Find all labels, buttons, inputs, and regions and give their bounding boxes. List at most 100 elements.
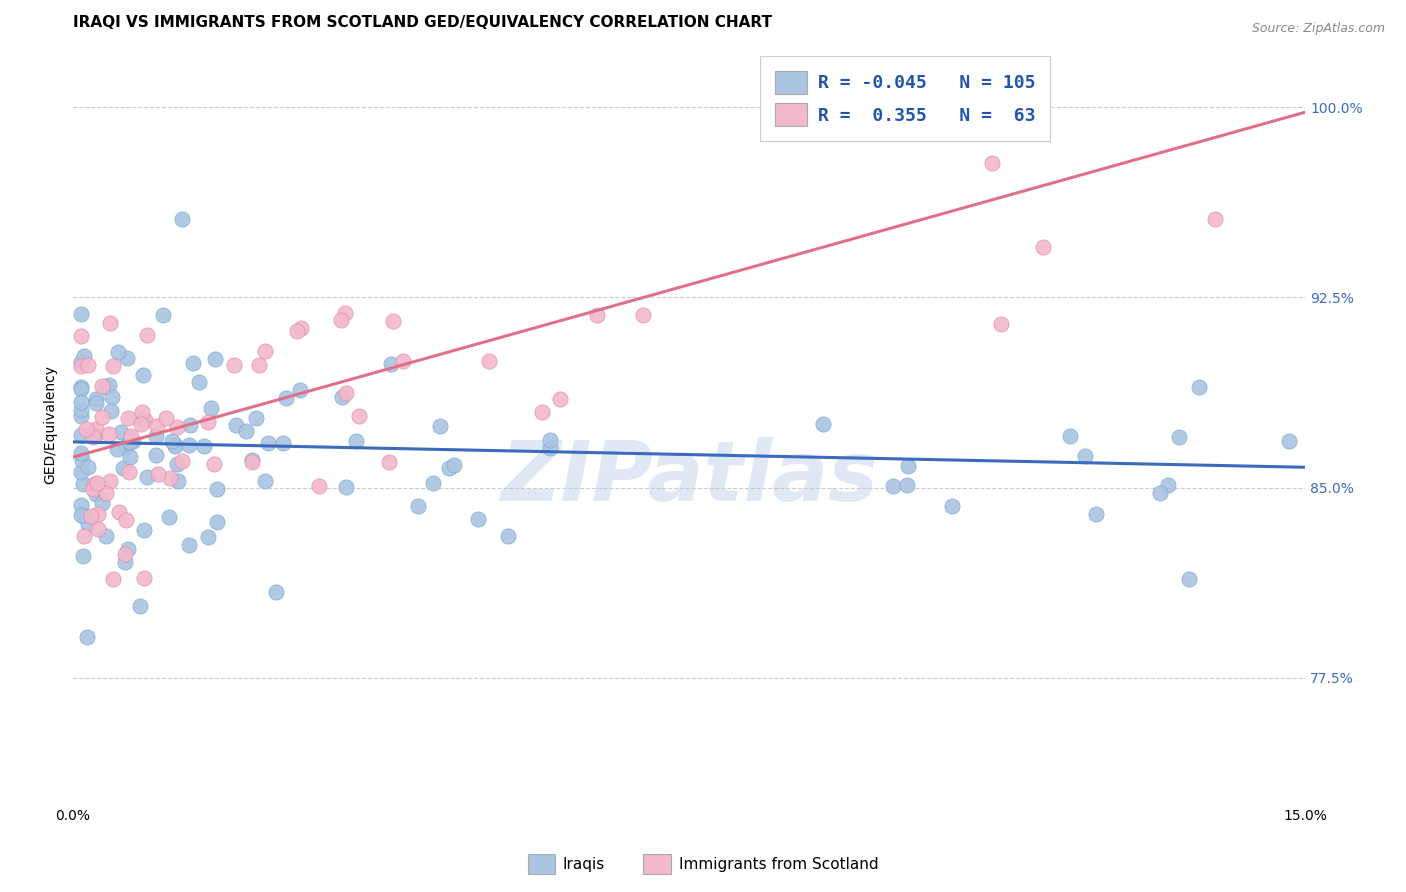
Point	[145, 449, 167, 463]
Text: IRAQI VS IMMIGRANTS FROM SCOTLAND GED/EQUIVALENCY CORRELATION CHART: IRAQI VS IMMIGRANTS FROM SCOTLAND GED/EQ…	[73, 15, 772, 30]
Point	[117, 351, 139, 365]
Point	[131, 417, 153, 431]
Point	[77, 358, 100, 372]
Point	[86, 475, 108, 490]
Point	[240, 452, 263, 467]
Point	[1188, 380, 1211, 394]
Point	[335, 385, 357, 400]
Point	[108, 505, 131, 519]
Y-axis label: GED/Equivalency: GED/Equivalency	[44, 365, 58, 483]
Point	[1157, 478, 1180, 492]
Point	[274, 391, 297, 405]
Point	[70, 498, 93, 512]
Point	[107, 345, 129, 359]
Point	[100, 403, 122, 417]
Point	[197, 415, 219, 429]
Point	[990, 317, 1012, 331]
Point	[76, 516, 98, 531]
Point	[1204, 212, 1226, 227]
Point	[83, 477, 105, 491]
Point	[179, 417, 201, 432]
Point	[98, 475, 121, 489]
Point	[1168, 430, 1191, 444]
Point	[200, 401, 222, 415]
Point	[70, 427, 93, 442]
Point	[187, 375, 209, 389]
Point	[70, 409, 93, 423]
Point	[467, 512, 489, 526]
Point	[538, 433, 561, 447]
Point	[90, 410, 112, 425]
Point	[128, 599, 150, 613]
Point	[103, 572, 125, 586]
Point	[115, 512, 138, 526]
Point	[167, 474, 190, 488]
Point	[70, 403, 93, 417]
Point	[380, 357, 402, 371]
Point	[1074, 449, 1097, 463]
Point	[330, 390, 353, 404]
Point	[285, 324, 308, 338]
Point	[166, 457, 188, 471]
Point	[86, 392, 108, 406]
Point	[120, 434, 142, 449]
Point	[204, 351, 226, 366]
Point	[443, 458, 465, 472]
Point	[84, 396, 107, 410]
Point	[132, 523, 155, 537]
Point	[1032, 240, 1054, 254]
Point	[118, 450, 141, 465]
Point	[72, 452, 94, 467]
Point	[193, 439, 215, 453]
Point	[70, 508, 93, 522]
Point	[235, 424, 257, 438]
Point	[308, 479, 330, 493]
Point	[105, 442, 128, 456]
Text: ZIPatlas: ZIPatlas	[501, 437, 879, 518]
Point	[136, 327, 159, 342]
Point	[70, 380, 93, 394]
Point	[181, 356, 204, 370]
Point	[87, 507, 110, 521]
Point	[408, 499, 430, 513]
Point	[91, 379, 114, 393]
Point	[70, 307, 93, 321]
Point	[980, 155, 1002, 169]
Point	[225, 418, 247, 433]
Point	[1178, 572, 1201, 586]
Point	[131, 405, 153, 419]
Point	[254, 343, 277, 358]
Point	[170, 211, 193, 226]
Point	[152, 308, 174, 322]
Point	[70, 355, 93, 369]
Point	[82, 482, 104, 496]
Point	[329, 313, 352, 327]
Point	[97, 378, 120, 392]
Point	[155, 411, 177, 425]
Point	[114, 547, 136, 561]
Point	[132, 368, 155, 383]
Point	[72, 549, 94, 563]
Point	[73, 349, 96, 363]
Point	[118, 431, 141, 445]
Point	[134, 571, 156, 585]
Point	[114, 555, 136, 569]
Point	[347, 409, 370, 423]
Point	[290, 384, 312, 398]
Point	[264, 584, 287, 599]
Point	[335, 480, 357, 494]
Point	[111, 461, 134, 475]
Point	[122, 434, 145, 449]
Point	[73, 509, 96, 524]
Point	[240, 455, 263, 469]
Point	[333, 306, 356, 320]
Point	[148, 467, 170, 481]
Point	[120, 429, 142, 443]
Point	[94, 528, 117, 542]
Point	[70, 395, 93, 409]
Point	[1059, 429, 1081, 443]
Point	[157, 509, 180, 524]
Point	[91, 496, 114, 510]
Point	[96, 380, 118, 394]
Point	[941, 499, 963, 513]
